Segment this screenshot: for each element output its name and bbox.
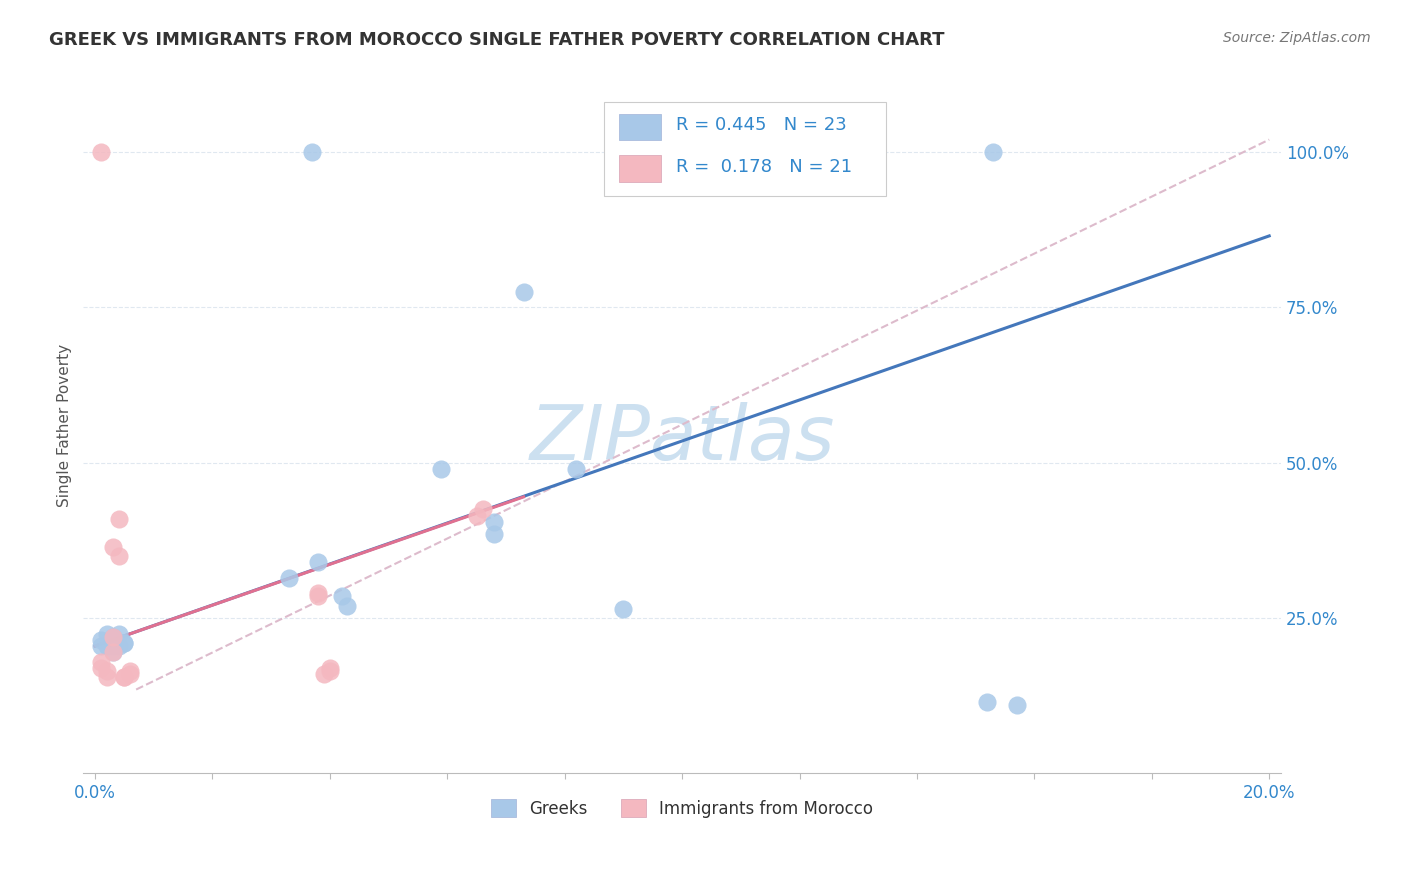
FancyBboxPatch shape [619, 113, 661, 140]
Point [307, 555, 329, 569]
Point [90, 655, 112, 669]
Point [96, 670, 118, 684]
Point [101, 630, 124, 644]
Point [96, 626, 118, 640]
Point [120, 667, 142, 681]
Point [307, 590, 329, 604]
Point [107, 511, 129, 525]
Point [112, 670, 135, 684]
Point [90, 145, 112, 159]
Point [90, 632, 112, 647]
Point [484, 515, 506, 529]
Text: R = 0.445   N = 23: R = 0.445 N = 23 [676, 117, 846, 135]
Point [565, 462, 588, 476]
Point [336, 599, 359, 613]
Point [277, 571, 299, 585]
Text: Source: ZipAtlas.com: Source: ZipAtlas.com [1223, 31, 1371, 45]
Point [319, 664, 342, 678]
Point [112, 670, 135, 684]
Point [471, 502, 494, 516]
FancyBboxPatch shape [605, 102, 886, 195]
Point [976, 695, 998, 709]
Text: ZIPatlas: ZIPatlas [530, 402, 835, 476]
Point [96, 664, 118, 678]
Point [430, 462, 453, 476]
Point [1005, 698, 1028, 712]
FancyBboxPatch shape [619, 155, 661, 182]
Point [101, 645, 124, 659]
Point [120, 664, 142, 678]
Point [90, 639, 112, 653]
Y-axis label: Single Father Poverty: Single Father Poverty [58, 344, 72, 507]
Point [330, 590, 353, 604]
Point [307, 586, 329, 600]
Point [107, 626, 129, 640]
Point [112, 636, 135, 650]
Point [484, 527, 506, 541]
Point [319, 661, 342, 675]
Point [101, 645, 124, 659]
Point [981, 145, 1004, 159]
Point [107, 549, 129, 563]
Point [90, 661, 112, 675]
Point [96, 639, 118, 653]
Text: R =  0.178   N = 21: R = 0.178 N = 21 [676, 158, 852, 177]
Point [301, 145, 323, 159]
Point [107, 639, 129, 653]
Point [101, 630, 124, 644]
Point [612, 601, 634, 615]
Point [312, 667, 335, 681]
Point [101, 639, 124, 653]
Point [465, 508, 488, 523]
Point [101, 540, 124, 554]
Point [512, 285, 534, 299]
Text: GREEK VS IMMIGRANTS FROM MOROCCO SINGLE FATHER POVERTY CORRELATION CHART: GREEK VS IMMIGRANTS FROM MOROCCO SINGLE … [49, 31, 945, 49]
Legend: Greeks, Immigrants from Morocco: Greeks, Immigrants from Morocco [484, 793, 880, 824]
Point [112, 636, 135, 650]
